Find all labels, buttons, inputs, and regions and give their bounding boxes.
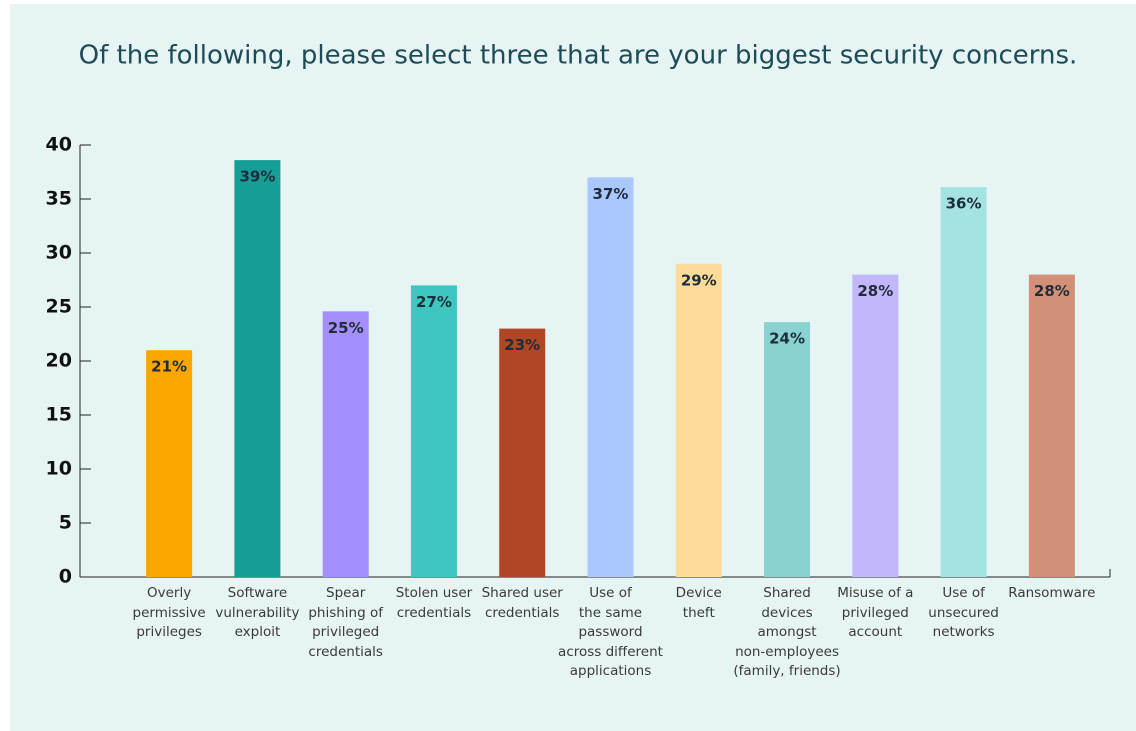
data-label: 28% (857, 282, 893, 300)
y-tick-label: 10 (46, 458, 72, 480)
bar (499, 328, 546, 577)
data-label: 29% (681, 271, 717, 289)
x-tick-label: Software vulnerability exploit (215, 585, 300, 640)
chart-title: Of the following, please select three th… (79, 41, 1078, 71)
data-label: 23% (504, 336, 540, 354)
data-label: 36% (946, 195, 982, 213)
x-tick-label: Ransomware (1008, 585, 1096, 601)
x-tick-label: Shared devices amongst non-employees (fa… (733, 585, 841, 679)
data-label: 28% (1034, 282, 1070, 300)
bar (146, 350, 193, 577)
bar (322, 311, 369, 577)
x-tick-label: Use of unsecured networks (928, 585, 999, 640)
data-label: 25% (328, 319, 364, 337)
bar (1028, 274, 1075, 577)
bar (587, 177, 634, 577)
x-tick-label: Shared user credentials (481, 585, 563, 621)
x-tick-label: Spear phishing of privileged credentials (308, 585, 383, 660)
data-label: 21% (151, 358, 187, 376)
x-tick-label: Misuse of a privileged account (837, 585, 914, 640)
bar (940, 187, 987, 577)
bar (852, 274, 899, 577)
y-tick-label: 5 (59, 512, 72, 534)
x-tick-label: Use of the same password across differen… (558, 585, 663, 679)
x-tick-label: Stolen user credentials (395, 585, 473, 621)
y-tick-label: 25 (46, 296, 72, 318)
bar (764, 322, 811, 577)
bar (234, 160, 281, 577)
y-tick-label: 20 (46, 350, 72, 372)
y-tick-label: 40 (46, 134, 72, 156)
y-tick-label: 15 (46, 404, 72, 426)
x-tick-label: Overly permissive privileges (132, 585, 206, 640)
y-tick-label: 30 (46, 242, 72, 264)
data-label: 37% (593, 185, 629, 203)
y-tick-label: 0 (59, 566, 72, 588)
data-label: 24% (769, 330, 805, 348)
data-label: 39% (239, 168, 275, 186)
y-tick-label: 35 (46, 188, 72, 210)
bar (410, 285, 457, 577)
x-tick-label: Device theft (675, 585, 722, 621)
bar (675, 263, 722, 577)
data-label: 27% (416, 293, 452, 311)
